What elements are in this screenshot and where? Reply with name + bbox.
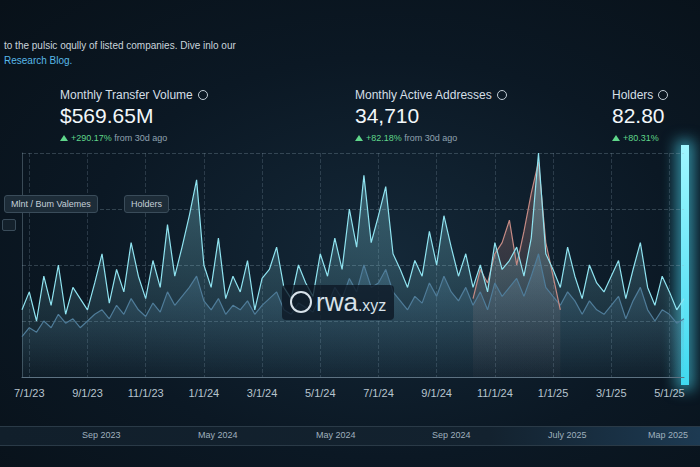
- svg-text:3/1/25: 3/1/25: [596, 387, 627, 399]
- html-text:Monthly Active Addresses: Monthly Active Addresses: [355, 88, 492, 102]
- html-text:May 2024: May 2024: [316, 430, 356, 440]
- html-text:+80.31%: +80.31%: [623, 133, 659, 143]
- html-text:to the pulsic oqully of listed: to the pulsic oqully of listed companies…: [4, 40, 236, 51]
- html-text:Monthly Transfer Volume: Monthly Transfer Volume: [60, 88, 193, 102]
- svg-text:1/1/25: 1/1/25: [538, 387, 569, 399]
- svg-text:11/1/23: 11/1/23: [128, 387, 164, 399]
- html-text:Map 2025: Map 2025: [648, 430, 688, 440]
- html-text:Mlnt / Bum Valemes: Mlnt / Bum Valemes: [11, 199, 91, 209]
- html-text:Holders: Holders: [131, 199, 162, 209]
- html-text:Research Blog.: Research Blog.: [4, 55, 73, 66]
- html-text:Sep 2024: Sep 2024: [432, 430, 471, 440]
- svg-text:1/1/24: 1/1/24: [189, 387, 220, 399]
- svg-text:7/1/24: 7/1/24: [363, 387, 394, 399]
- svg-text:9/1/23: 9/1/23: [72, 387, 103, 399]
- html-text:May 2024: May 2024: [198, 430, 238, 440]
- html-text:$569.65M: $569.65M: [60, 104, 154, 127]
- svg-text:3/1/24: 3/1/24: [247, 387, 278, 399]
- svg-text:9/1/24: 9/1/24: [421, 387, 452, 399]
- svg-text:7/1/23: 7/1/23: [14, 387, 45, 399]
- html-text:34,710: 34,710: [355, 104, 420, 127]
- svg-text:11/1/24: 11/1/24: [477, 387, 513, 399]
- html-text:+290.17% from 30d ago: +290.17% from 30d ago: [71, 133, 168, 143]
- html-text:82.80: 82.80: [612, 104, 665, 127]
- html-text:rwa.xyz: rwa.xyz: [316, 287, 387, 317]
- html-text:Holders: Holders: [612, 88, 654, 102]
- svg-text:5/1/24: 5/1/24: [305, 387, 336, 399]
- html-text:+82.18% from 30d ago: +82.18% from 30d ago: [366, 133, 458, 143]
- svg-text:5/1/25: 5/1/25: [654, 387, 685, 399]
- html-text:Sep 2023: Sep 2023: [82, 430, 121, 440]
- html-text:July 2025: July 2025: [548, 430, 587, 440]
